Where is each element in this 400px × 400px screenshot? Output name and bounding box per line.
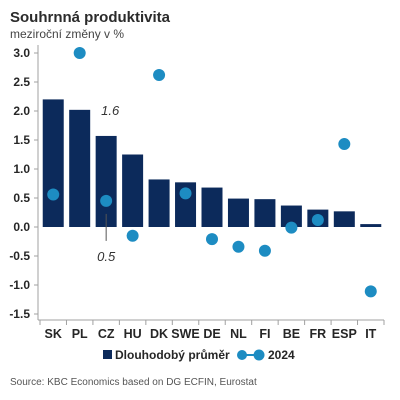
dot-fr [311,214,324,227]
chart-title: Souhrnná produktivita [10,9,171,26]
y-tick-label: 1.5 [13,133,30,147]
y-tick-label: -1.0 [9,278,30,292]
bar-cz [95,135,117,227]
legend-swatch-dot [237,350,247,360]
y-tick-label: -0.5 [9,249,30,263]
dot-pl [73,47,86,59]
category-label: FI [259,327,270,341]
y-tick-label: 0.5 [13,191,30,205]
bar-sk [42,99,64,227]
annotation-dot-value: 0.5 [97,249,116,264]
bar-de [201,187,223,227]
dot-be [285,221,298,234]
dot-de [206,233,218,246]
dot-dk [153,69,166,82]
y-tick-label: 1.0 [13,162,30,176]
legend: Dlouhodobý průměr 2024 [103,348,295,362]
dot-swe [179,187,192,200]
category-label: DK [150,327,168,341]
category-label: DE [203,327,220,341]
annotation-bar-value: 1.6 [101,103,120,118]
y-tick-label: -1.5 [9,307,30,321]
bar-fi [254,199,276,227]
category-label: FR [310,327,327,341]
dot-it [364,285,377,298]
y-tick-label: 2.5 [13,75,30,89]
category-label: SWE [171,327,199,341]
bar-it [360,224,382,227]
source-note: Source: KBC Economics based on DG ECFIN,… [10,377,257,388]
bar-pl [69,109,91,227]
bar-hu [122,154,144,227]
bar-dk [148,179,170,227]
y-tick-label: 0.0 [13,220,30,234]
category-label: PL [72,327,88,341]
category-label: SK [45,327,62,341]
y-tick-label: 2.0 [13,104,30,118]
dot-hu [126,229,139,242]
category-label: NL [230,327,247,341]
y-tick-label: 3.0 [13,46,30,60]
legend-swatch-dot [253,349,265,361]
dot-nl [232,240,245,253]
dot-sk [47,188,60,201]
bar-nl [227,198,249,227]
bar-esp [333,211,355,227]
category-label: IT [365,327,376,341]
category-label: CZ [98,327,115,341]
category-label: ESP [332,327,357,341]
category-label: HU [124,327,142,341]
dot-cz [100,194,113,207]
legend-label-bar: Dlouhodobý průměr [115,348,230,362]
legend-label-dot: 2024 [268,348,295,362]
dot-fi [258,244,271,257]
plot-area: 3.0 2.5 2.0 1.5 1.0 0.5 0.0 -0.5 -1.0 -1.5 SK PL CZ H… [9,45,385,341]
legend-swatch-bar [103,350,112,359]
dot-esp [338,138,351,151]
category-label: BE [283,327,300,341]
chart-subtitle: meziroční změny v % [10,27,124,41]
bar-be [280,205,302,227]
